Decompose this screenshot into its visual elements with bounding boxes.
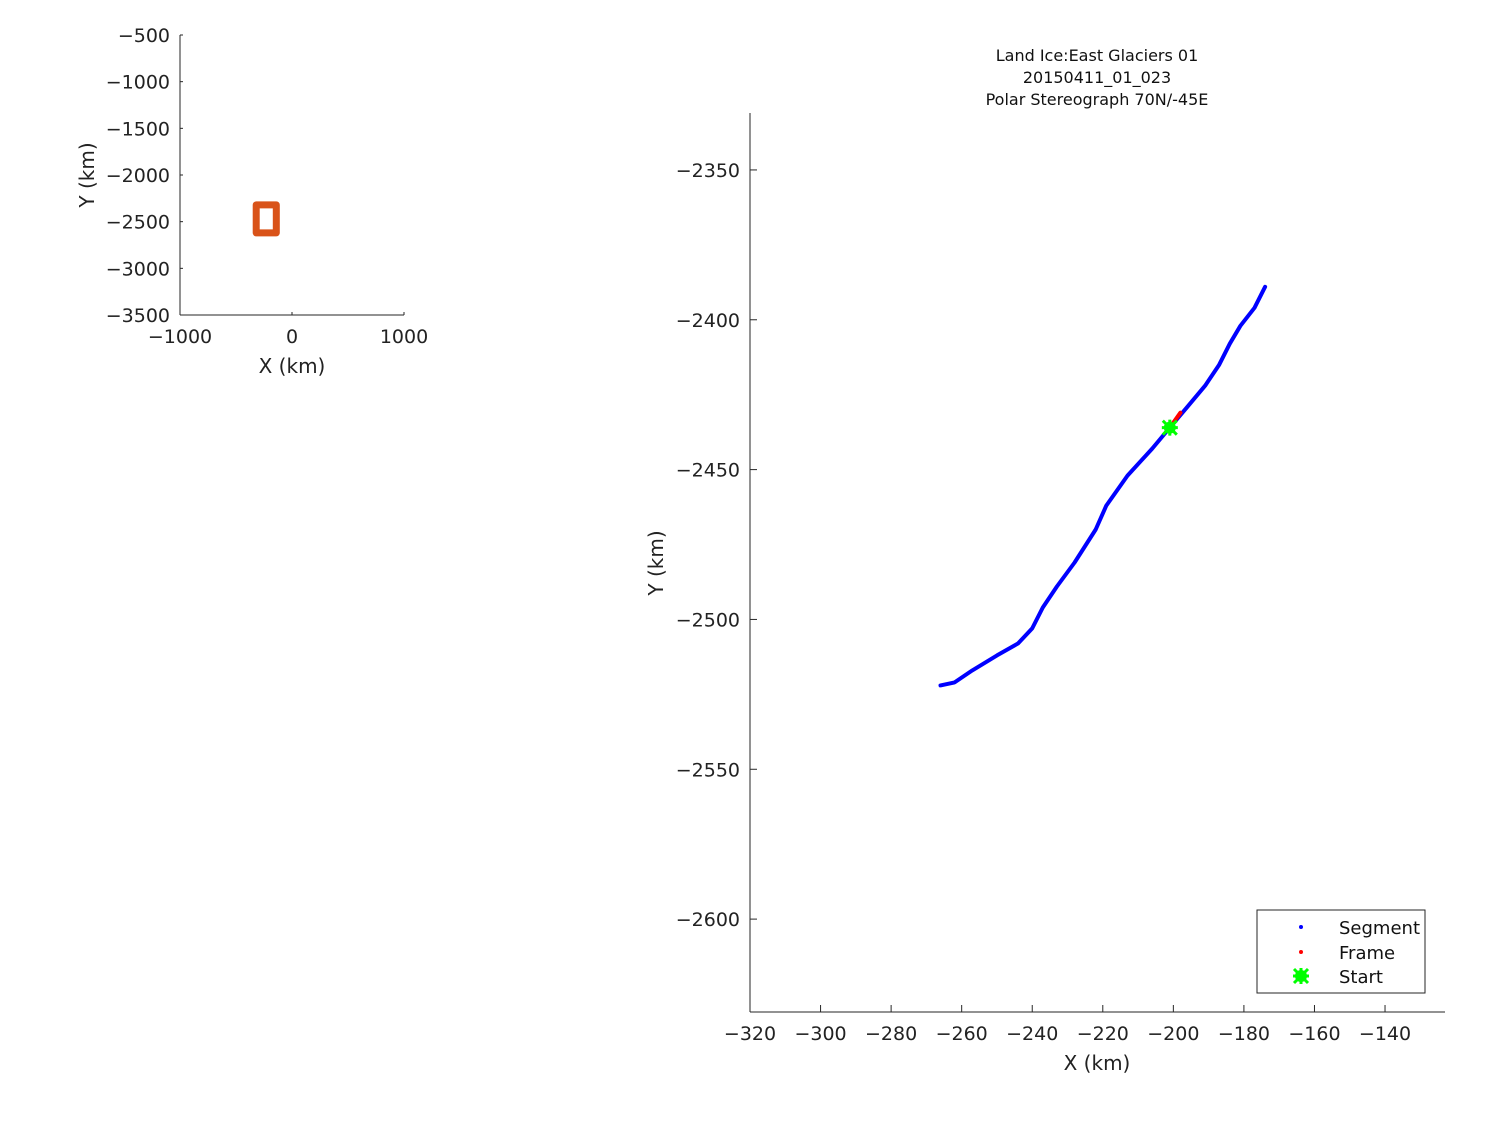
legend-segment-marker: [1299, 925, 1303, 929]
main-x-axis-label: X (km): [1064, 1051, 1131, 1075]
title-line-3: Polar Stereograph 70N/-45E: [986, 90, 1209, 109]
y-tick-label: −2500: [676, 609, 740, 631]
y-tick-label: −3500: [106, 305, 170, 327]
segment-line: [938, 284, 1268, 688]
main-chart-title: Land Ice:East Glaciers 01 20150411_01_02…: [986, 46, 1209, 109]
y-tick-label: −2600: [676, 909, 740, 931]
overview-y-axis-label: Y (km): [75, 142, 99, 208]
y-tick-label: −2000: [106, 165, 170, 187]
legend-frame-label: Frame: [1339, 943, 1395, 964]
start-marker: [1161, 419, 1178, 436]
y-tick-label: −1500: [106, 118, 170, 140]
overview-x-axis-label: X (km): [259, 354, 326, 378]
overview-marks: [252, 201, 280, 237]
main-chart: Land Ice:East Glaciers 01 20150411_01_02…: [644, 46, 1445, 1075]
overview-y-ticks: −500 −1000 −1500 −2000 −2500 −3000 −3500: [106, 25, 183, 327]
y-tick-label: −2450: [676, 460, 740, 482]
x-tick-label: −300: [794, 1023, 846, 1045]
main-x-ticks: −320 −300 −280 −260 −240 −220 −200 −180 −160 −140: [724, 1005, 1411, 1045]
y-tick-label: −3000: [106, 258, 170, 280]
y-tick-label: −500: [118, 25, 170, 47]
y-tick-label: −2350: [676, 160, 740, 182]
x-tick-label: −200: [1147, 1023, 1199, 1045]
y-tick-label: −2500: [106, 212, 170, 234]
y-tick-label: −2400: [676, 310, 740, 332]
legend: Segment Frame Start: [1256, 909, 1426, 994]
x-tick-label: −160: [1288, 1023, 1340, 1045]
x-tick-label: −240: [1006, 1023, 1058, 1045]
legend-start-label: Start: [1339, 967, 1383, 988]
legend-start-marker: [1292, 967, 1310, 985]
overview-chart: −1000 0 1000 −500 −1000 −1500 −2000 −2500 −3000…: [75, 25, 428, 378]
series-0-line: [252, 201, 280, 237]
x-tick-label: −320: [724, 1023, 776, 1045]
title-line-1: Land Ice:East Glaciers 01: [996, 46, 1199, 65]
title-line-2: 20150411_01_023: [1023, 68, 1171, 88]
y-tick-label: −2550: [676, 759, 740, 781]
x-tick-label: −1000: [148, 326, 212, 348]
x-tick-label: −220: [1077, 1023, 1129, 1045]
x-tick-label: −140: [1359, 1023, 1411, 1045]
x-tick-label: −260: [936, 1023, 988, 1045]
main-marks: [938, 284, 1268, 688]
x-tick-label: 1000: [380, 326, 428, 348]
x-tick-label: −280: [865, 1023, 917, 1045]
legend-frame-marker: [1299, 950, 1303, 954]
y-tick-label: −1000: [106, 72, 170, 94]
main-y-axis-label: Y (km): [644, 530, 668, 596]
legend-box: [1256, 909, 1426, 994]
legend-segment-label: Segment: [1339, 918, 1420, 939]
main-y-ticks: −2350 −2400 −2450 −2500 −2550 −2600: [676, 160, 757, 931]
x-tick-label: 0: [286, 326, 298, 348]
overview-x-ticks: −1000 0 1000: [148, 312, 428, 348]
x-tick-label: −180: [1218, 1023, 1270, 1045]
